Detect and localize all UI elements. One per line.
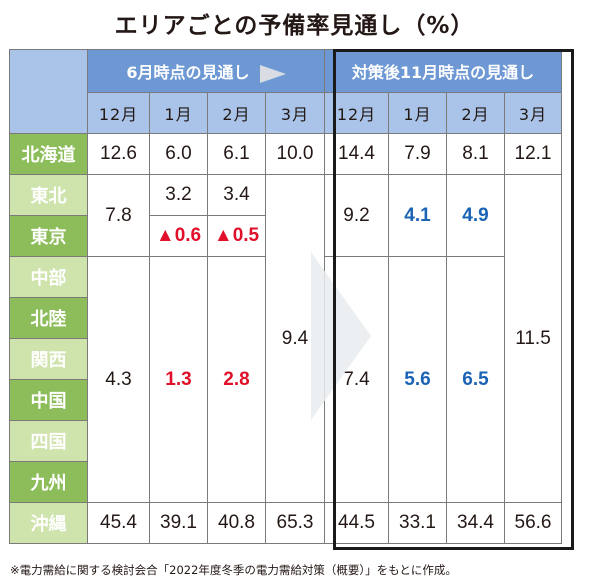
value-cell: 7.9 bbox=[388, 133, 447, 175]
value-cell: 6.1 bbox=[207, 133, 266, 175]
value-cell: 3.4 bbox=[207, 174, 266, 216]
value-cell: 1.3 bbox=[149, 256, 208, 503]
value-cell: 7.8 bbox=[87, 174, 150, 257]
month-header: 1月 bbox=[388, 92, 447, 134]
region-label-kansai: 関西 bbox=[9, 338, 88, 380]
group-header-current: 6月時点の見通し bbox=[87, 49, 325, 93]
value-cell: 4.1 bbox=[388, 174, 447, 257]
region-label-chubu: 中部 bbox=[9, 256, 88, 298]
region-label-tohoku: 東北 bbox=[9, 174, 88, 216]
value-cell: 6.0 bbox=[149, 133, 208, 175]
value-cell: 8.1 bbox=[446, 133, 505, 175]
region-label-hokkaido: 北海道 bbox=[9, 133, 88, 175]
value-cell: 10.0 bbox=[265, 133, 325, 175]
value-cell: 5.6 bbox=[388, 256, 447, 503]
value-cell: 65.3 bbox=[265, 502, 325, 544]
value-cell: 12.6 bbox=[87, 133, 150, 175]
region-label-kyushu: 九州 bbox=[9, 461, 88, 503]
value-cell: 2.8 bbox=[207, 256, 266, 503]
value-cell: 6.5 bbox=[446, 256, 505, 503]
reserve-margin-table: 6月時点の見通し 対策後11月時点の見通し 12月 1月 2月 3月 12月 1… bbox=[9, 49, 562, 544]
value-cell: 45.4 bbox=[87, 502, 150, 544]
value-cell: 4.9 bbox=[446, 174, 505, 257]
page-title: エリアごとの予備率見通し（%） bbox=[114, 13, 475, 39]
value-cell: 34.4 bbox=[446, 502, 505, 544]
month-header: 12月 bbox=[324, 92, 389, 134]
month-header: 12月 bbox=[87, 92, 150, 134]
month-header: 3月 bbox=[504, 92, 562, 134]
value-cell: 40.8 bbox=[207, 502, 266, 544]
value-cell: 11.5 bbox=[504, 174, 562, 503]
group-header-measures: 対策後11月時点の見通し bbox=[324, 49, 562, 93]
arrow-icon bbox=[259, 64, 286, 83]
value-cell: 44.5 bbox=[324, 502, 389, 544]
value-cell: 39.1 bbox=[149, 502, 208, 544]
month-header: 2月 bbox=[446, 92, 505, 134]
month-header: 3月 bbox=[265, 92, 325, 134]
value-cell: 9.2 bbox=[324, 174, 389, 257]
value-cell: 14.4 bbox=[324, 133, 389, 175]
value-cell: 56.6 bbox=[504, 502, 562, 544]
region-label-tokyo: 東京 bbox=[9, 215, 88, 257]
month-header: 2月 bbox=[207, 92, 266, 134]
footnote: ※電力需給に関する検討会合「2022年度冬季の電力需給対策（概要）」をもとに作成… bbox=[10, 563, 457, 577]
value-cell: ▲0.5 bbox=[207, 215, 266, 257]
value-cell: 4.3 bbox=[87, 256, 150, 503]
region-label-chugoku: 中国 bbox=[9, 379, 88, 421]
corner-cell bbox=[9, 49, 88, 134]
value-cell: 33.1 bbox=[388, 502, 447, 544]
value-cell: ▲0.6 bbox=[149, 215, 208, 257]
transition-arrow-icon bbox=[311, 252, 371, 420]
region-label-hokuriku: 北陸 bbox=[9, 297, 88, 339]
value-cell: 12.1 bbox=[504, 133, 562, 175]
month-header: 1月 bbox=[149, 92, 208, 134]
region-label-shikoku: 四国 bbox=[9, 420, 88, 462]
region-label-okinawa: 沖縄 bbox=[9, 502, 88, 544]
value-cell: 3.2 bbox=[149, 174, 208, 216]
